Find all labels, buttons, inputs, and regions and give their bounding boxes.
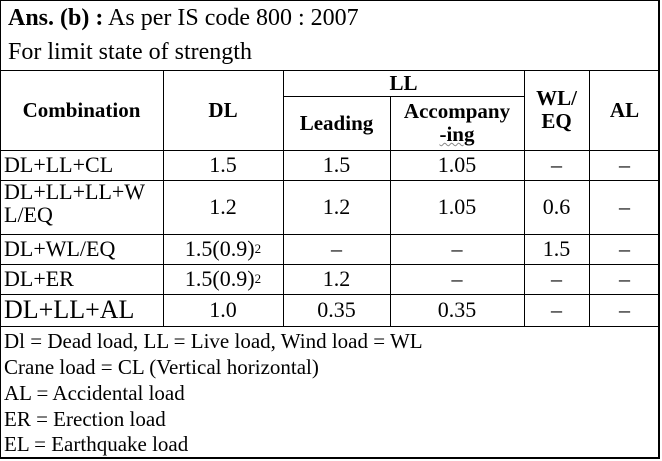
row2-dl: 1.2 [209,194,237,219]
row-divider [0,294,660,295]
legend-line: Crane load = CL (Vertical horizontal) [4,355,319,379]
legend-line: AL = Accidental load [4,381,185,405]
header-wl-eq-line1: WL/ [536,86,577,110]
row3-combination: DL+WL/EQ [4,236,116,261]
ll-subheader-divider [283,96,524,97]
col-divider [524,70,525,326]
col-divider [390,96,391,326]
row2-leading: 1.2 [322,194,351,219]
row1-wl-eq: – [551,152,562,177]
header-combination: Combination [22,98,141,122]
table-top-border [0,70,660,71]
row3-al: – [619,236,630,261]
legend-line: Dl = Dead load, LL = Live load, Wind loa… [4,329,423,353]
row-divider [0,264,660,265]
col-divider [589,70,590,326]
header-leading: Leading [299,111,374,135]
row4-wl-eq: – [551,266,562,291]
row5-accompanying: 0.35 [437,297,477,322]
row1-leading: 1.5 [322,152,351,177]
row5-al: – [619,297,630,322]
row2-combination-line1: DL+LL+LL+W [4,179,146,204]
answer-text: As per IS code 800 : 2007 [108,5,359,31]
legend-line: ER = Erection load [4,407,166,431]
answer-heading: Ans. (b) : As per IS code 800 : 2007 [8,4,359,32]
row1-accompanying: 1.05 [437,152,477,177]
row4-al: – [619,266,630,291]
header-dl: DL [208,98,238,122]
row2-al: – [619,194,630,219]
row5-leading: 0.35 [317,297,356,322]
row3-accompanying: – [451,236,463,261]
header-accompanying: Accompany -ing [390,96,524,150]
row3-dl-value: 1.5(0.9) [184,236,255,261]
row4-dl: 1.5(0.9) 2 [184,266,262,291]
row5-combination: DL+LL+AL [4,295,135,324]
row4-leading: 1.2 [322,266,351,291]
row2-wl-eq: 0.6 [542,194,571,219]
row-divider [0,180,660,181]
header-wl-eq-line2: EQ [541,109,572,133]
row5-dl: 1.0 [209,297,237,322]
row4-accompanying: – [451,266,463,291]
header-wl-eq: WL/ EQ [524,70,589,150]
legend-line: EL = Earthquake load [4,432,189,456]
col-divider [283,70,284,326]
header-al: AL [609,98,640,122]
table-bottom-border [0,326,660,327]
header-ll: LL [389,71,418,95]
col-divider [163,70,164,326]
header-accompanying-line1: Accompany [403,99,511,123]
row-divider [0,234,660,235]
row3-dl: 1.5(0.9) 2 [184,236,262,261]
row5-wl-eq: – [551,297,562,322]
row1-combination: DL+LL+CL [4,152,114,177]
header-accompanying-line2: -ing [439,122,475,146]
row1-dl: 1.5 [209,152,237,177]
answer-label: Ans. (b) : [8,5,104,31]
header-bottom-border [0,150,660,151]
row4-combination: DL+ER [4,266,74,291]
row2-combination-line2: L/EQ [4,202,53,227]
row1-al: – [619,152,630,177]
row4-dl-value: 1.5(0.9) [184,266,255,291]
row2-accompanying: 1.05 [437,194,477,219]
row3-leading: – [331,236,342,261]
row3-wl-eq: 1.5 [542,236,571,261]
row2-combination: DL+LL+LL+W L/EQ [0,180,163,234]
subtitle: For limit state of strength [8,39,252,65]
